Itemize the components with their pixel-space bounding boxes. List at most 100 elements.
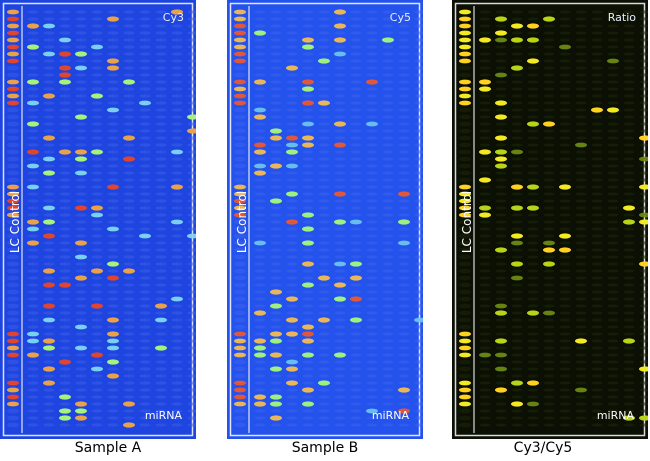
array-spot bbox=[366, 220, 378, 224]
array-spot bbox=[107, 290, 119, 294]
array-spot bbox=[302, 52, 314, 56]
array-spot bbox=[286, 423, 298, 427]
array-spot bbox=[59, 65, 71, 71]
array-spot bbox=[479, 402, 491, 406]
array-spot bbox=[511, 227, 523, 231]
array-spot bbox=[75, 185, 87, 189]
array-spot bbox=[27, 360, 39, 364]
array-spot bbox=[543, 171, 555, 175]
array-spot bbox=[286, 353, 298, 357]
array-spot bbox=[171, 290, 183, 294]
array-spot bbox=[107, 226, 119, 232]
array-spot bbox=[527, 346, 539, 350]
array-spot bbox=[302, 367, 314, 371]
array-spot bbox=[123, 178, 135, 182]
array-spot bbox=[334, 248, 346, 252]
array-spot bbox=[155, 395, 167, 399]
array-spot bbox=[123, 311, 135, 315]
array-spot bbox=[575, 416, 587, 420]
array-spot bbox=[527, 234, 539, 238]
array-spot bbox=[382, 248, 394, 252]
array-spot bbox=[639, 59, 648, 63]
mirna-label: miRNA bbox=[144, 409, 182, 422]
array-spot bbox=[382, 213, 394, 217]
array-spot bbox=[27, 423, 39, 427]
array-spot bbox=[43, 276, 55, 280]
array-spot bbox=[350, 409, 362, 413]
array-spot bbox=[286, 317, 298, 323]
array-spot bbox=[543, 121, 555, 127]
array-spot bbox=[107, 178, 119, 182]
array-spot bbox=[107, 311, 119, 315]
array-spot bbox=[91, 366, 103, 372]
array-spot bbox=[286, 178, 298, 182]
array-spot bbox=[382, 304, 394, 308]
array-spot bbox=[302, 234, 314, 238]
array-spot bbox=[559, 171, 571, 175]
array-spot bbox=[27, 87, 39, 91]
array-spot bbox=[559, 241, 571, 245]
array-spot bbox=[302, 423, 314, 427]
control-spot bbox=[459, 107, 471, 113]
array-spot bbox=[575, 87, 587, 91]
array-spot bbox=[543, 395, 555, 399]
panel-background bbox=[227, 0, 423, 439]
control-spot bbox=[459, 170, 471, 176]
array-spot bbox=[27, 59, 39, 63]
array-spot bbox=[75, 408, 87, 414]
array-spot bbox=[382, 241, 394, 245]
array-spot bbox=[398, 206, 410, 210]
array-spot bbox=[254, 30, 266, 36]
array-spot bbox=[139, 416, 151, 420]
array-spot bbox=[591, 241, 603, 245]
array-spot bbox=[575, 10, 587, 14]
array-spot bbox=[591, 87, 603, 91]
control-spot bbox=[234, 142, 246, 148]
array-spot bbox=[639, 318, 648, 322]
array-spot bbox=[107, 129, 119, 133]
array-spot bbox=[302, 171, 314, 175]
array-spot bbox=[254, 122, 266, 126]
array-spot bbox=[302, 31, 314, 35]
array-spot bbox=[107, 52, 119, 56]
control-spot bbox=[459, 373, 471, 379]
array-spot bbox=[123, 268, 135, 274]
array-spot bbox=[27, 38, 39, 42]
array-spot bbox=[107, 192, 119, 196]
control-spot bbox=[459, 37, 471, 43]
array-spot bbox=[559, 339, 571, 343]
array-spot bbox=[286, 395, 298, 399]
array-spot bbox=[607, 409, 619, 413]
array-spot bbox=[527, 374, 539, 378]
array-spot bbox=[575, 276, 587, 280]
array-spot bbox=[591, 311, 603, 315]
control-spot bbox=[7, 65, 19, 71]
array-spot bbox=[479, 122, 491, 126]
array-spot bbox=[27, 381, 39, 385]
array-spot bbox=[639, 360, 648, 364]
array-spot bbox=[559, 150, 571, 154]
array-spot bbox=[302, 206, 314, 210]
array-spot bbox=[254, 352, 266, 358]
control-spot bbox=[234, 401, 246, 407]
array-spot bbox=[75, 318, 87, 322]
array-spot bbox=[107, 423, 119, 427]
array-spot bbox=[495, 213, 507, 217]
array-spot bbox=[318, 122, 330, 126]
array-spot bbox=[139, 374, 151, 378]
array-spot bbox=[591, 122, 603, 126]
array-spot bbox=[139, 262, 151, 266]
array-spot bbox=[366, 17, 378, 21]
array-spot bbox=[171, 248, 183, 252]
array-spot bbox=[495, 156, 507, 162]
array-spot bbox=[495, 423, 507, 427]
array-spot bbox=[139, 311, 151, 315]
array-spot bbox=[155, 339, 167, 343]
array-spot bbox=[318, 423, 330, 427]
array-spot bbox=[366, 318, 378, 322]
array-spot bbox=[334, 142, 346, 148]
array-spot bbox=[43, 255, 55, 259]
array-spot bbox=[75, 345, 87, 351]
array-spot bbox=[43, 409, 55, 413]
array-spot bbox=[43, 374, 55, 378]
